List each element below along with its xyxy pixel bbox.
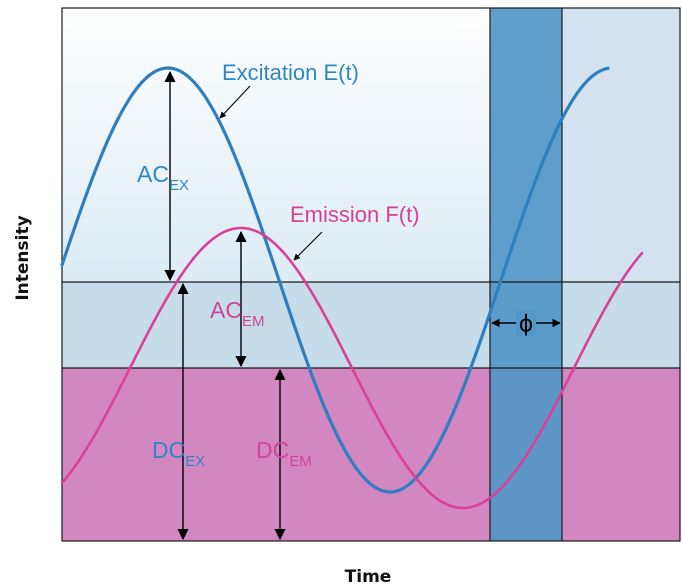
emission-label: Emission F(t) bbox=[290, 202, 420, 227]
emission-leader-arrow bbox=[293, 231, 323, 261]
dc-em-label: DCEM bbox=[256, 437, 312, 470]
phase-label-bg bbox=[516, 310, 536, 336]
dc-band bbox=[62, 368, 680, 541]
x-axis-title: Time bbox=[345, 567, 392, 587]
y-axis-title: Intensity bbox=[13, 215, 33, 300]
ac-em-label: ACEM bbox=[210, 297, 264, 330]
phase-label: ϕ bbox=[519, 312, 534, 337]
excitation-leader-arrow bbox=[219, 85, 251, 119]
ac-band bbox=[62, 282, 680, 368]
ac-ex-label: ACEX bbox=[137, 161, 189, 194]
excitation-curve bbox=[60, 66, 610, 494]
phase-strip bbox=[490, 8, 562, 541]
frame-lines bbox=[61, 7, 681, 542]
dc-ex-label: DCEX bbox=[152, 437, 205, 470]
excitation-label: Excitation E(t) bbox=[222, 60, 359, 85]
emission-curve bbox=[60, 226, 644, 510]
right-panel bbox=[562, 8, 680, 282]
